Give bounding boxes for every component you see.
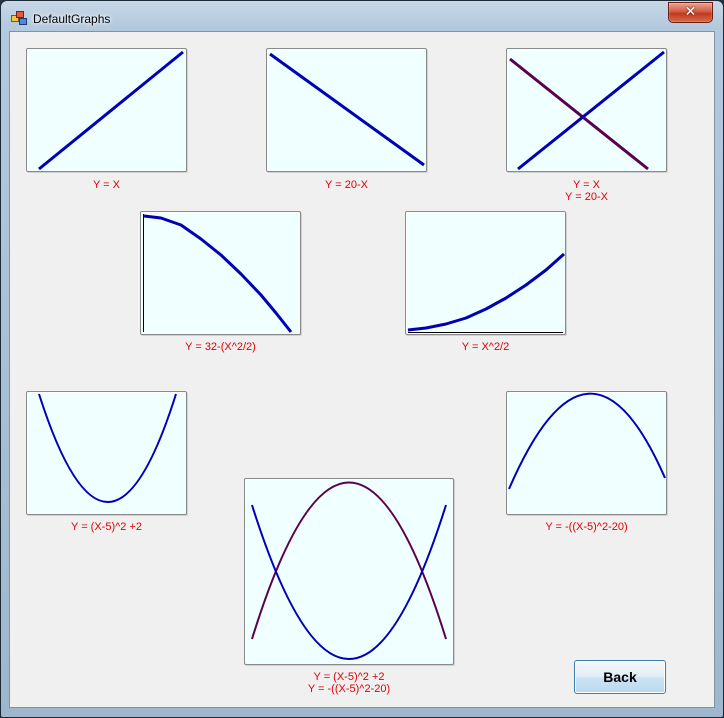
curve-half-x-squared	[407, 252, 565, 332]
caption-line: Y = (X-5)^2 +2	[71, 521, 142, 533]
form-client-area: Y = X Y = 20-X Y = X Y = 20-X	[9, 31, 715, 708]
caption-line: Y = X	[572, 179, 600, 191]
graph-parabola-up	[26, 391, 187, 515]
graph-plot-y-equals-x	[38, 50, 184, 171]
line-y-equals-x	[38, 50, 184, 171]
window-title: DefaultGraphs	[33, 12, 111, 26]
graph-inverted-half-square	[140, 211, 301, 335]
curve-parabola-up	[251, 504, 447, 660]
caption-line: Y = X	[92, 179, 120, 191]
graph-plot-two-lines	[509, 50, 665, 171]
graph-parabola-down	[506, 391, 667, 515]
caption-line: Y = (X-5)^2 +2	[313, 671, 385, 683]
caption-graph-4: Y = 32-(X^2/2)	[140, 341, 301, 353]
caption-line: Y = X^2/2	[461, 341, 510, 353]
curve-parabola-down	[251, 481, 447, 640]
caption-graph-2: Y = 20-X	[266, 179, 427, 191]
caption-graph-6: Y = (X-5)^2 +2	[26, 521, 187, 533]
graph-two-parabolas	[244, 478, 454, 665]
graph-plot-inverted-half-square	[143, 214, 293, 333]
caption-graph-7: Y = -((X-5)^2-20)	[506, 521, 667, 533]
curve-32-minus-half-x-squared	[143, 214, 293, 333]
graph-plot-two-parabolas	[251, 481, 447, 660]
app-icon	[11, 11, 27, 25]
caption-line: Y = -((X-5)^2-20)	[545, 521, 628, 533]
caption-line: Y = 20-X	[565, 191, 608, 203]
caption-graph-3: Y = X Y = 20-X	[506, 179, 667, 203]
caption-line: Y = 32-(X^2/2)	[185, 341, 256, 353]
title-bar[interactable]: DefaultGraphs ✕	[1, 1, 723, 31]
close-icon: ✕	[684, 4, 697, 20]
line-y-equals-x	[517, 50, 665, 171]
graph-plot-parabola-down	[508, 392, 666, 490]
caption-graph-8: Y = (X-5)^2 +2 Y = -((X-5)^2-20)	[244, 671, 454, 695]
curve-parabola-up	[38, 393, 177, 503]
graph-two-lines	[506, 48, 667, 172]
caption-line: Y = 20-X	[325, 179, 368, 191]
graph-y-equals-20-minus-x	[266, 48, 427, 172]
graph-y-equals-x	[26, 48, 187, 172]
line-y-equals-20-minus-x	[509, 57, 649, 171]
back-button[interactable]: Back	[574, 660, 666, 694]
caption-graph-1: Y = X	[26, 179, 187, 191]
line-y-equals-20-minus-x	[269, 52, 425, 167]
graph-plot-y-equals-20-minus-x	[269, 52, 425, 167]
close-button[interactable]: ✕	[668, 2, 713, 23]
graph-plot-parabola-up	[38, 393, 177, 503]
curve-parabola-down	[508, 392, 666, 490]
graph-plot-half-square	[407, 252, 565, 333]
caption-line: Y = -((X-5)^2-20)	[307, 683, 391, 695]
caption-graph-5: Y = X^2/2	[405, 341, 566, 353]
graph-half-square	[405, 211, 566, 335]
